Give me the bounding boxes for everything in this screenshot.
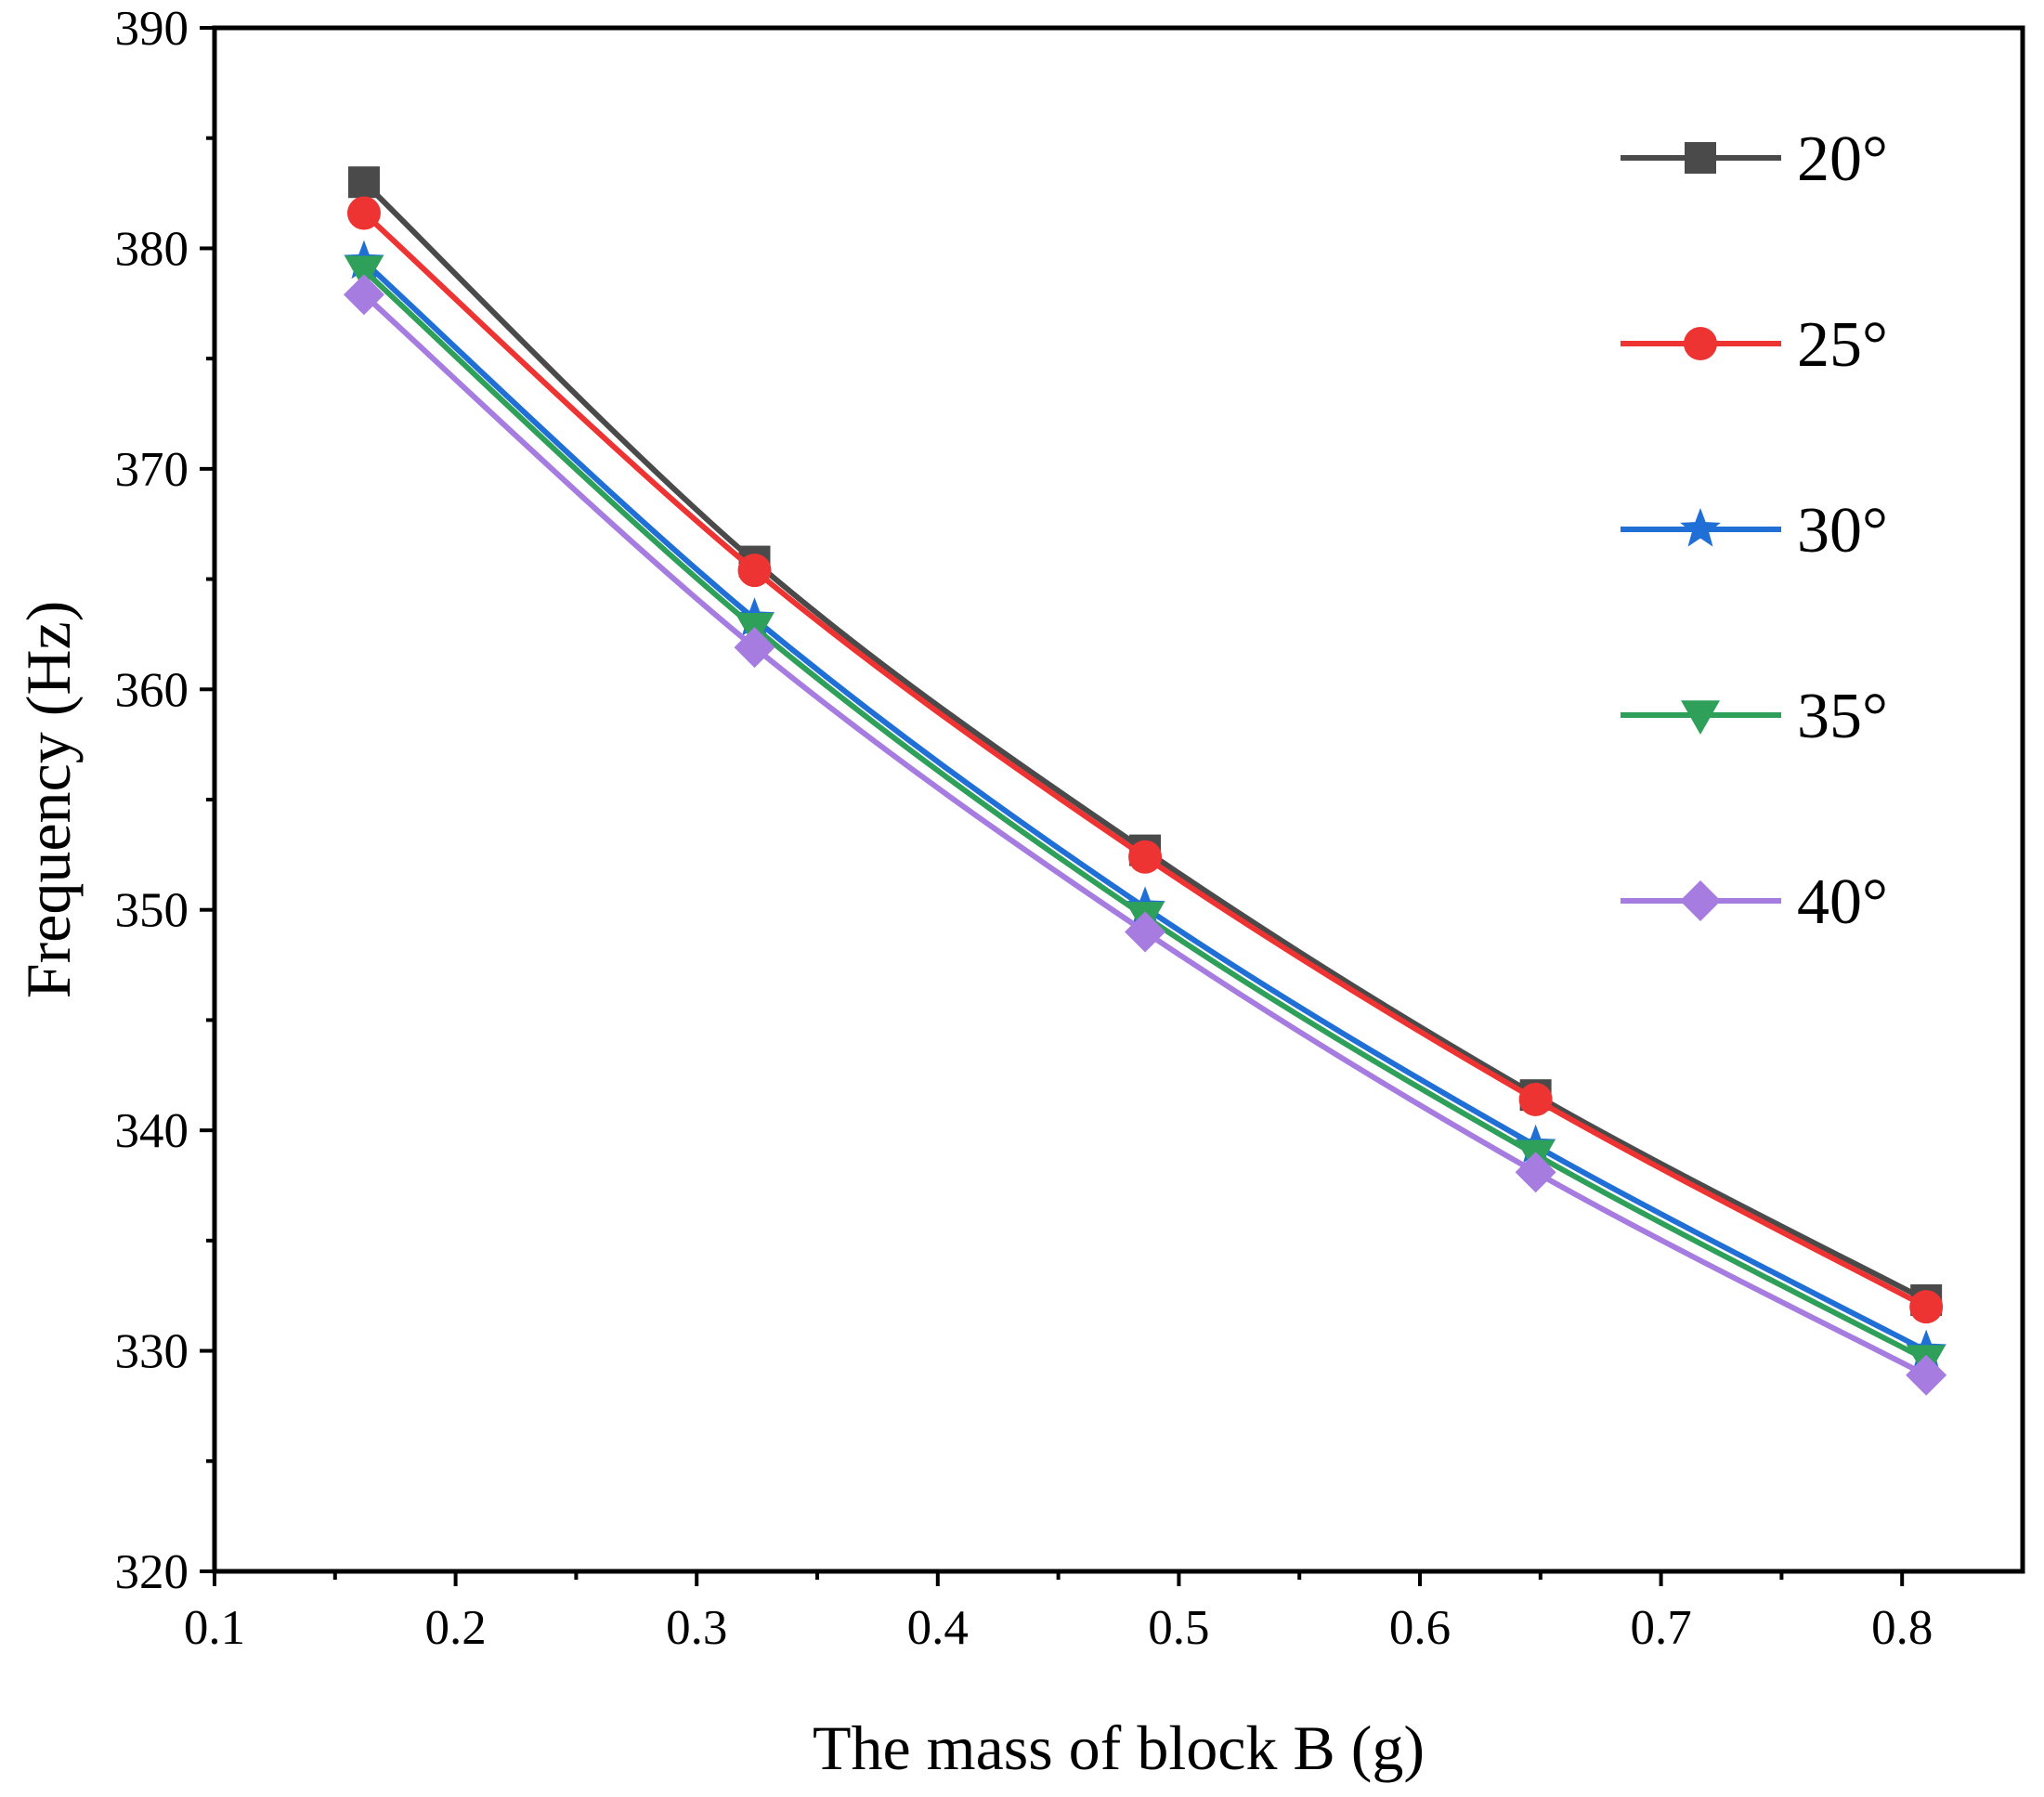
legend-entry: 35°: [1621, 681, 1888, 752]
series-line: [361, 211, 1928, 1309]
y-tick-label: 360: [115, 663, 189, 717]
series-3: [344, 255, 1946, 1380]
x-tick-label: 0.8: [1871, 1601, 1933, 1655]
legend-entry: 40°: [1621, 866, 1888, 938]
legend: 20° 25° 30° 35° 40°: [1621, 124, 1888, 938]
legend-entry: 25°: [1621, 309, 1888, 381]
plot-frame: [212, 25, 2025, 1574]
x-tick-label: 0.4: [907, 1601, 969, 1655]
diamond-marker: [1515, 1152, 1556, 1193]
legend-entry: 30°: [1621, 495, 1888, 566]
circle-marker: [346, 196, 381, 230]
plot-area: [212, 25, 2025, 1574]
legend-label: 30°: [1797, 495, 1888, 566]
legend-circle-marker: [1684, 327, 1717, 360]
circle-marker: [737, 553, 772, 588]
square-marker: [347, 166, 380, 199]
legend-entry: 20°: [1621, 124, 1888, 195]
y-tick-label: 390: [115, 2, 189, 56]
x-tick-label: 0.6: [1389, 1601, 1451, 1655]
legend-label: 40°: [1797, 866, 1888, 938]
legend-label: 25°: [1797, 309, 1888, 381]
diamond-marker: [1125, 911, 1166, 953]
legend-label: 20°: [1797, 124, 1888, 195]
diamond-marker: [734, 627, 775, 669]
y-tick-label: 340: [115, 1104, 189, 1158]
legend-label: 35°: [1797, 681, 1888, 752]
y-tick-label: 380: [115, 222, 189, 276]
x-tick-label: 0.5: [1148, 1601, 1209, 1655]
circle-marker: [1909, 1290, 1944, 1324]
y-tick-label: 320: [115, 1545, 189, 1599]
series-1: [346, 196, 1944, 1324]
y-tick-label: 370: [115, 443, 189, 497]
x-axis: 0.1 0.2 0.3 0.4 0.5 0.6 0.7 0.8: [184, 1571, 1933, 1655]
y-axis-title: Frequency (Hz): [13, 601, 84, 999]
x-axis-title: The mass of block B (g): [813, 1712, 1425, 1783]
legend-triangle-down-marker: [1681, 700, 1720, 735]
legend-diamond-marker: [1680, 880, 1721, 921]
x-tick-label: 0.7: [1630, 1601, 1691, 1655]
legend-square-marker: [1685, 142, 1716, 174]
series-2: [344, 240, 1947, 1369]
series-layer: [343, 166, 1947, 1396]
circle-marker: [1128, 840, 1163, 874]
circle-marker: [1518, 1082, 1553, 1116]
x-tick-label: 0.3: [666, 1601, 727, 1655]
triangle-down-marker: [344, 255, 384, 291]
y-axis: 320 330 340 350 360 370 380 390: [115, 2, 215, 1599]
legend-star-marker: [1680, 508, 1721, 547]
x-tick-label: 0.2: [424, 1601, 486, 1655]
y-tick-label: 350: [115, 884, 189, 938]
diamond-marker: [1906, 1354, 1947, 1396]
diamond-marker: [343, 274, 384, 316]
series-4: [343, 274, 1947, 1396]
x-tick-label: 0.1: [184, 1601, 245, 1655]
y-tick-label: 330: [115, 1325, 189, 1379]
